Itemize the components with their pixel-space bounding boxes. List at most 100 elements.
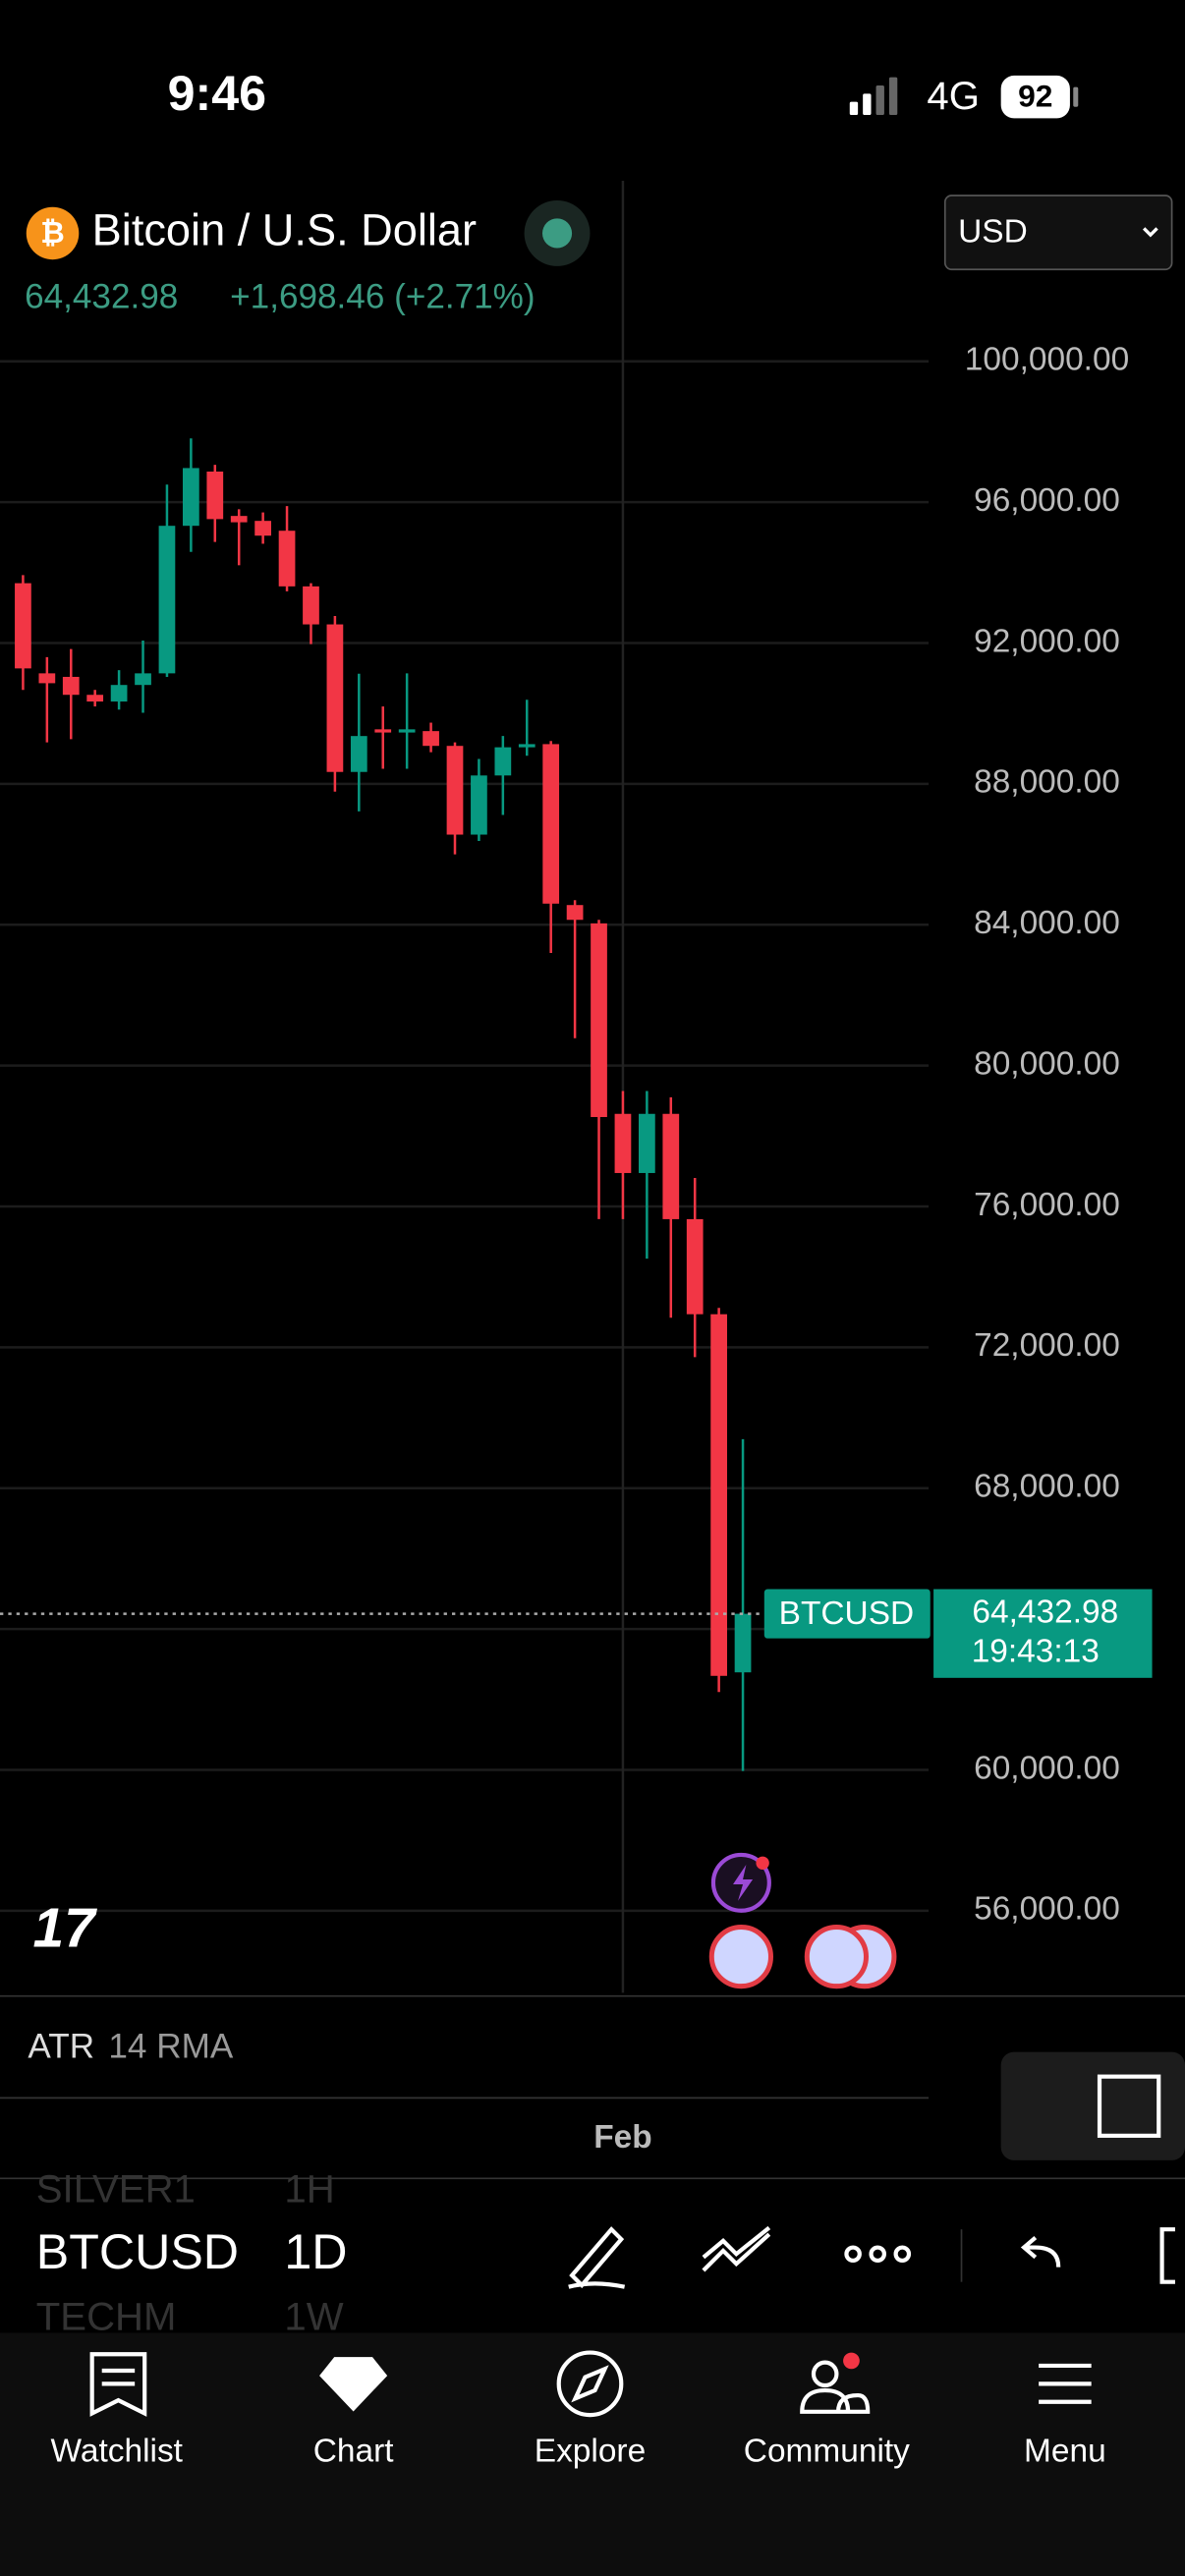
currency-dropdown[interactable]: USD xyxy=(943,195,1173,271)
candle-body xyxy=(206,471,224,520)
y-tick-label: 68,000.00 xyxy=(974,1469,1120,1505)
symbol-option[interactable]: BTCUSD xyxy=(36,2224,239,2279)
community-head xyxy=(811,2360,839,2388)
fullscreen-icon xyxy=(1097,2074,1161,2138)
candle-body xyxy=(662,1113,680,1219)
y-tick-label: 56,000.00 xyxy=(974,1891,1120,1928)
header-price: 64,432.98 xyxy=(25,278,178,316)
candle-body xyxy=(374,729,392,733)
layout-tool[interactable] xyxy=(1159,2227,1175,2284)
candle-body xyxy=(639,1113,655,1173)
y-tick-label: 96,000.00 xyxy=(974,482,1120,519)
candle-body xyxy=(110,685,128,702)
header-change: +1,698.46 (+2.71%) xyxy=(230,278,535,316)
candle-body xyxy=(446,746,464,835)
currency-box[interactable] xyxy=(943,195,1173,271)
status-network: 4G xyxy=(927,74,980,118)
y-tick-label: 76,000.00 xyxy=(974,1187,1120,1223)
candle-body xyxy=(303,586,319,625)
symbol-tag-label: BTCUSD xyxy=(779,1596,915,1632)
market-status-dot xyxy=(541,218,573,249)
battery-tip xyxy=(1073,86,1079,107)
chart-icon[interactable] xyxy=(319,2357,388,2412)
trend-tool[interactable] xyxy=(702,2225,771,2272)
interval-option[interactable]: 1H xyxy=(284,2166,334,2211)
y-tick-label: 84,000.00 xyxy=(974,905,1120,941)
currency-label[interactable]: USD xyxy=(958,213,1028,250)
candle-body xyxy=(518,744,536,748)
indicator-name: ATR xyxy=(28,2028,94,2066)
symbol-tag xyxy=(763,1589,931,1639)
candle-body xyxy=(423,731,439,747)
menu-icon[interactable] xyxy=(1039,2363,1092,2404)
community-icon[interactable] xyxy=(800,2387,871,2414)
status-time: 9:46 xyxy=(168,66,266,121)
symbol-option[interactable]: SILVER1 xyxy=(36,2166,196,2211)
candle-body xyxy=(542,744,560,904)
candle-body xyxy=(38,673,56,684)
candle-body xyxy=(15,583,31,669)
interval-option[interactable]: 1D xyxy=(284,2224,347,2279)
price-tag-label: 64,432.98 xyxy=(972,1594,1118,1630)
explore-needle xyxy=(571,2365,609,2403)
badge xyxy=(756,1856,769,1870)
candle-body xyxy=(62,676,80,696)
y-tick-label: 88,000.00 xyxy=(974,764,1120,801)
symbol-title: Bitcoin / U.S. Dollar xyxy=(92,204,477,254)
tab-label[interactable]: Chart xyxy=(313,2433,394,2469)
price-tag xyxy=(933,1589,1153,1678)
candle-body xyxy=(591,923,607,1117)
y-tick-label: 92,000.00 xyxy=(974,623,1120,659)
indicator-params: 14 RMA xyxy=(108,2028,233,2066)
more-tool[interactable] xyxy=(893,2245,912,2264)
candle-body xyxy=(183,468,199,527)
candle-body xyxy=(686,1218,704,1315)
symbol-option[interactable]: TECHM xyxy=(36,2295,177,2339)
explore-icon[interactable] xyxy=(556,2350,624,2418)
x-tick-label: Feb xyxy=(593,2119,651,2156)
candle-body xyxy=(254,521,271,536)
bitcoin-icon xyxy=(26,206,80,260)
us-event[interactable] xyxy=(708,1924,773,1989)
candle-body xyxy=(326,624,344,772)
tab-label[interactable]: Menu xyxy=(1024,2433,1106,2469)
battery xyxy=(1000,75,1070,119)
candle-body xyxy=(734,1613,752,1673)
plot-area xyxy=(0,180,930,1993)
countdown-label: 19:43:13 xyxy=(972,1634,1100,1670)
candle-body xyxy=(278,531,296,587)
tab-label[interactable]: Explore xyxy=(535,2433,646,2469)
interval-option[interactable]: 1W xyxy=(284,2295,343,2339)
y-tick-label: 80,000.00 xyxy=(974,1045,1120,1082)
tab-label[interactable]: Community xyxy=(744,2433,910,2469)
chevron xyxy=(1143,227,1158,238)
candle-body xyxy=(566,905,584,921)
candle-body xyxy=(350,736,367,772)
us-event[interactable] xyxy=(804,1924,870,1989)
candle-body xyxy=(135,673,151,686)
y-tick-label: 60,000.00 xyxy=(974,1750,1120,1786)
lightning xyxy=(733,1864,754,1901)
undo-tool[interactable] xyxy=(1020,2235,1061,2268)
candle-body xyxy=(230,516,248,523)
candle-body xyxy=(398,729,416,733)
more-tool[interactable] xyxy=(844,2245,862,2264)
fullscreen-button[interactable] xyxy=(1000,2051,1185,2160)
candle-body xyxy=(494,747,512,776)
draw-tool[interactable] xyxy=(568,2226,626,2289)
more-tool[interactable] xyxy=(869,2245,886,2264)
y-tick-label: 100,000.00 xyxy=(965,342,1129,378)
watchlist-icon[interactable] xyxy=(89,2352,147,2417)
tab-label[interactable]: Watchlist xyxy=(51,2433,184,2469)
candle-body xyxy=(471,775,487,835)
candle-body xyxy=(158,526,176,674)
battery-level: 92 xyxy=(1018,79,1052,114)
bitcoin-symbol: ₿ xyxy=(40,217,65,250)
candle-body xyxy=(614,1113,632,1173)
logo: 17 xyxy=(32,1898,97,1960)
y-tick-label: 72,000.00 xyxy=(974,1327,1120,1364)
notification-dot xyxy=(843,2352,860,2370)
candle-body xyxy=(86,695,104,702)
